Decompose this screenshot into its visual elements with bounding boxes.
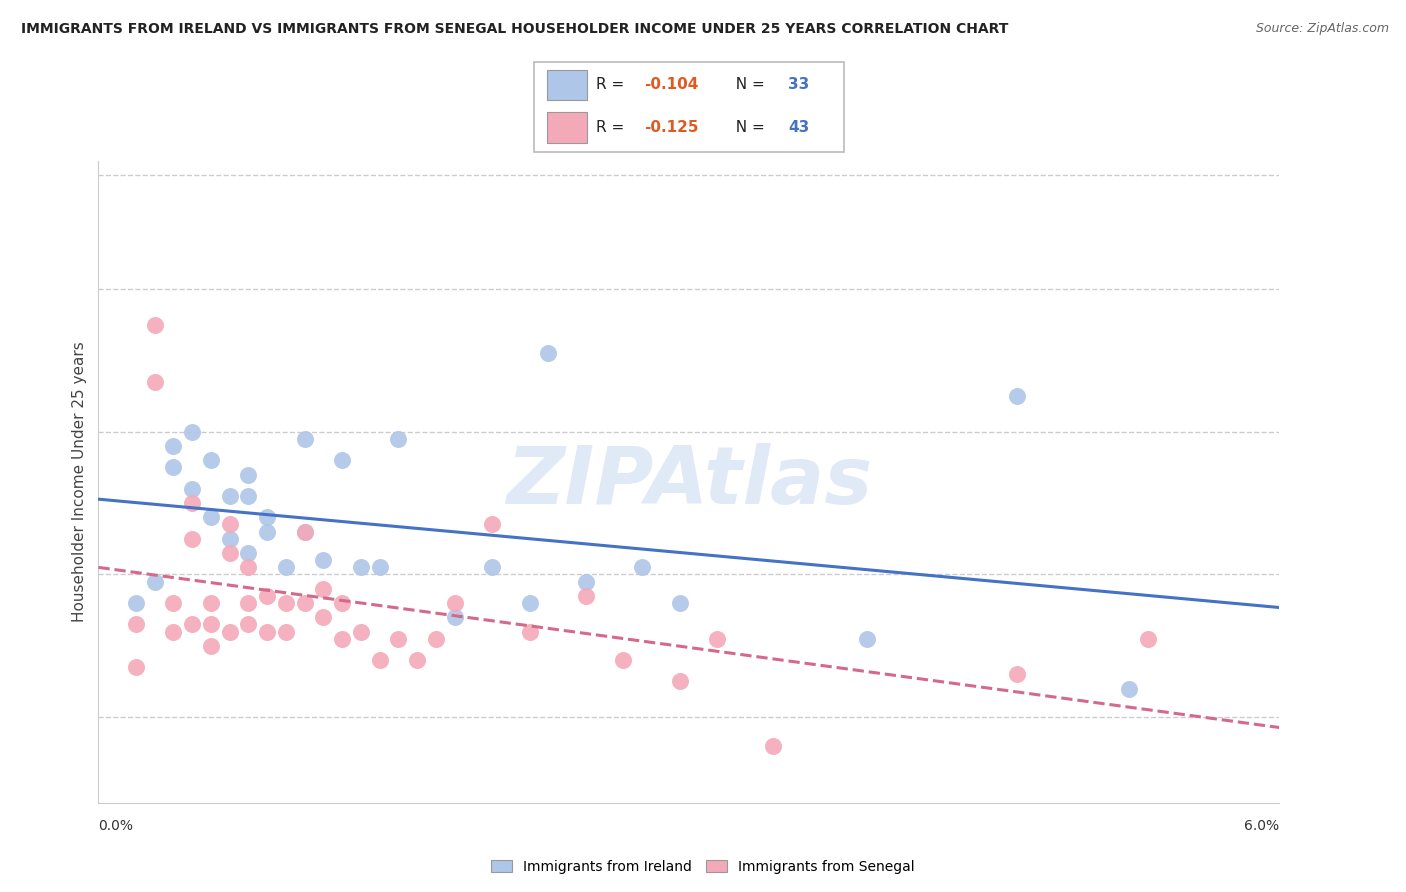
Point bbox=[181, 496, 204, 510]
Point bbox=[125, 596, 148, 610]
Point bbox=[350, 560, 373, 574]
Point bbox=[218, 546, 240, 560]
Point bbox=[668, 674, 690, 689]
Point bbox=[519, 596, 541, 610]
Point bbox=[143, 574, 166, 589]
Point bbox=[1005, 389, 1028, 403]
Point bbox=[181, 532, 204, 546]
Bar bbox=[547, 112, 586, 143]
Point bbox=[668, 596, 690, 610]
Point bbox=[238, 489, 260, 503]
Point bbox=[181, 482, 204, 496]
Text: 43: 43 bbox=[787, 120, 810, 135]
Point bbox=[387, 632, 409, 646]
Point bbox=[537, 346, 560, 360]
Point bbox=[218, 624, 240, 639]
Point bbox=[330, 596, 353, 610]
Point bbox=[162, 439, 184, 453]
Point bbox=[200, 639, 222, 653]
Point bbox=[181, 617, 204, 632]
Point bbox=[387, 432, 409, 446]
Point bbox=[162, 460, 184, 475]
Text: 0.0%: 0.0% bbox=[98, 819, 134, 833]
Point bbox=[575, 574, 598, 589]
Point bbox=[312, 553, 335, 567]
Point bbox=[368, 653, 391, 667]
Point bbox=[612, 653, 634, 667]
Point bbox=[330, 632, 353, 646]
Point bbox=[200, 510, 222, 524]
Text: Source: ZipAtlas.com: Source: ZipAtlas.com bbox=[1256, 22, 1389, 36]
Point bbox=[406, 653, 429, 667]
Point bbox=[1118, 681, 1140, 696]
Point bbox=[631, 560, 654, 574]
Point bbox=[856, 632, 879, 646]
Point bbox=[274, 624, 297, 639]
Point bbox=[425, 632, 447, 646]
Point bbox=[294, 524, 316, 539]
Point bbox=[256, 589, 278, 603]
Point bbox=[238, 560, 260, 574]
Text: R =: R = bbox=[596, 78, 630, 92]
Point bbox=[350, 624, 373, 639]
Bar bbox=[547, 70, 586, 100]
Point bbox=[218, 517, 240, 532]
Point bbox=[143, 318, 166, 332]
Point bbox=[238, 467, 260, 482]
Text: ZIPAtlas: ZIPAtlas bbox=[506, 442, 872, 521]
Point bbox=[200, 596, 222, 610]
Y-axis label: Householder Income Under 25 years: Householder Income Under 25 years bbox=[72, 342, 87, 622]
FancyBboxPatch shape bbox=[534, 62, 844, 152]
Point bbox=[256, 624, 278, 639]
Point bbox=[200, 453, 222, 467]
Point bbox=[218, 532, 240, 546]
Point bbox=[162, 596, 184, 610]
Point bbox=[125, 617, 148, 632]
Point bbox=[218, 489, 240, 503]
Point bbox=[200, 617, 222, 632]
Point bbox=[125, 660, 148, 674]
Point bbox=[481, 560, 503, 574]
Legend: Immigrants from Ireland, Immigrants from Senegal: Immigrants from Ireland, Immigrants from… bbox=[485, 853, 921, 880]
Point bbox=[1005, 667, 1028, 681]
Point bbox=[238, 617, 260, 632]
Point bbox=[368, 560, 391, 574]
Point bbox=[294, 524, 316, 539]
Point bbox=[443, 596, 465, 610]
Point bbox=[256, 524, 278, 539]
Point bbox=[181, 425, 204, 439]
Text: 6.0%: 6.0% bbox=[1244, 819, 1279, 833]
Text: IMMIGRANTS FROM IRELAND VS IMMIGRANTS FROM SENEGAL HOUSEHOLDER INCOME UNDER 25 Y: IMMIGRANTS FROM IRELAND VS IMMIGRANTS FR… bbox=[21, 22, 1008, 37]
Text: -0.104: -0.104 bbox=[644, 78, 699, 92]
Point bbox=[330, 453, 353, 467]
Text: 33: 33 bbox=[787, 78, 810, 92]
Point bbox=[143, 375, 166, 389]
Point bbox=[312, 582, 335, 596]
Point bbox=[1137, 632, 1160, 646]
Point bbox=[162, 624, 184, 639]
Point bbox=[481, 517, 503, 532]
Point bbox=[575, 589, 598, 603]
Point bbox=[294, 596, 316, 610]
Point bbox=[706, 632, 728, 646]
Point bbox=[274, 560, 297, 574]
Point bbox=[312, 610, 335, 624]
Point bbox=[238, 596, 260, 610]
Point bbox=[238, 546, 260, 560]
Point bbox=[256, 510, 278, 524]
Text: R =: R = bbox=[596, 120, 630, 135]
Point bbox=[443, 610, 465, 624]
Text: -0.125: -0.125 bbox=[644, 120, 699, 135]
Point bbox=[274, 596, 297, 610]
Point bbox=[519, 624, 541, 639]
Point bbox=[762, 739, 785, 753]
Text: N =: N = bbox=[725, 120, 769, 135]
Text: N =: N = bbox=[725, 78, 769, 92]
Point bbox=[294, 432, 316, 446]
